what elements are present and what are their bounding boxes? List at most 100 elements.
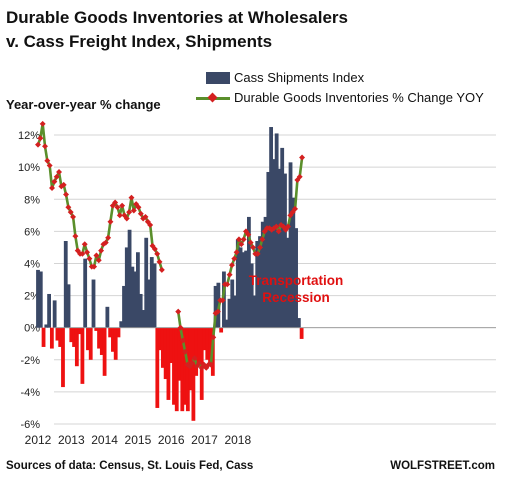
line-marker xyxy=(93,252,100,259)
bar xyxy=(113,327,118,360)
bar xyxy=(94,327,99,331)
bar xyxy=(224,319,229,328)
y-tick-label: 6% xyxy=(24,226,40,238)
line-marker xyxy=(235,236,242,243)
line-marker xyxy=(156,258,163,265)
bar xyxy=(72,327,76,347)
source-note: Sources of data: Census, St. Louis Fed, … xyxy=(6,460,254,472)
bar xyxy=(255,241,260,328)
bar xyxy=(163,327,168,380)
bar xyxy=(244,250,249,328)
line-marker xyxy=(142,213,149,220)
bar xyxy=(108,327,113,338)
legend-label-cass: Cass Shipments Index xyxy=(234,70,365,85)
bar xyxy=(172,327,176,405)
bar xyxy=(197,327,201,363)
bar xyxy=(291,197,296,328)
credit-note: WOLFSTREET.com xyxy=(390,460,495,472)
line-marker xyxy=(247,239,254,246)
bar xyxy=(69,327,74,343)
bar xyxy=(38,271,43,328)
bar xyxy=(119,321,124,328)
x-tick-label: 2018 xyxy=(224,433,251,447)
y-tick-label: 4% xyxy=(24,258,40,270)
bar xyxy=(249,263,254,328)
bar xyxy=(296,318,301,328)
y-tick-label: 8% xyxy=(24,194,40,206)
bar xyxy=(58,327,63,347)
bar xyxy=(141,310,146,328)
bar xyxy=(55,327,60,341)
line-marker xyxy=(179,337,186,344)
line-marker xyxy=(226,271,233,278)
bar xyxy=(205,327,210,360)
bar xyxy=(238,247,243,328)
line-marker xyxy=(299,154,306,161)
bar xyxy=(52,300,57,328)
bar xyxy=(83,258,88,328)
bar xyxy=(88,327,93,360)
bar xyxy=(263,216,268,328)
bar xyxy=(213,285,218,328)
bar xyxy=(208,327,212,365)
line-marker xyxy=(63,191,70,198)
line-marker xyxy=(137,210,144,217)
line-marker xyxy=(53,173,60,180)
line-marker xyxy=(238,241,245,248)
bar xyxy=(252,295,257,328)
line-marker xyxy=(130,207,137,214)
bar xyxy=(86,327,90,351)
line-marker xyxy=(51,178,58,185)
line-marker xyxy=(147,221,154,228)
x-tick-label: 2017 xyxy=(191,433,218,447)
bar xyxy=(138,293,143,328)
bar xyxy=(116,327,121,338)
bar xyxy=(219,327,224,333)
x-tick-label: 2012 xyxy=(25,433,52,447)
line-marker xyxy=(154,250,161,257)
line-marker xyxy=(175,308,182,315)
bar xyxy=(247,216,251,328)
bar xyxy=(77,327,82,335)
bar xyxy=(271,159,276,328)
bar xyxy=(149,257,154,328)
bar xyxy=(199,327,204,400)
line-marker xyxy=(128,194,135,201)
bar xyxy=(280,147,285,328)
bar xyxy=(102,327,107,376)
y-tick-label: 10% xyxy=(18,162,40,174)
annotation-line1: Transportation xyxy=(248,273,344,288)
bar xyxy=(160,327,165,368)
bar xyxy=(235,239,240,328)
bar xyxy=(130,266,135,328)
chart-title-line2: v. Cass Freight Index, Shipments xyxy=(6,32,273,51)
bar xyxy=(155,327,160,408)
bar xyxy=(66,284,71,328)
bar xyxy=(147,279,151,328)
bar xyxy=(122,285,126,328)
legend-swatch-bar xyxy=(206,72,230,84)
annotation-line2: Recession xyxy=(262,290,330,305)
line-marker xyxy=(177,324,184,331)
bar xyxy=(277,168,282,328)
bar xyxy=(266,171,271,328)
bar xyxy=(47,293,51,328)
line-marker xyxy=(250,244,256,251)
bar xyxy=(241,252,246,328)
line-marker xyxy=(135,204,142,211)
bar xyxy=(144,237,149,328)
bar xyxy=(63,241,68,328)
bar xyxy=(180,327,185,412)
bar xyxy=(283,173,287,328)
bar xyxy=(194,327,199,376)
line-marker xyxy=(81,241,88,248)
bar xyxy=(299,327,304,339)
line-marker xyxy=(39,120,46,127)
bar xyxy=(185,327,190,412)
bar xyxy=(152,263,157,328)
bar xyxy=(36,269,40,328)
line-marker xyxy=(158,266,165,273)
line-marker xyxy=(107,218,114,225)
bar xyxy=(227,298,232,328)
